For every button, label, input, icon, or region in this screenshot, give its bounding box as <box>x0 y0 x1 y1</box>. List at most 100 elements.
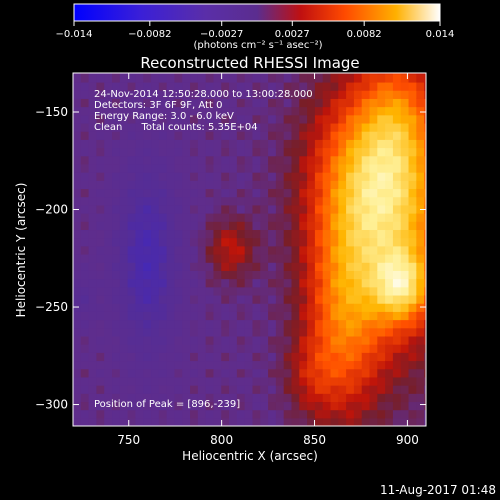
heatmap-cell <box>275 73 285 83</box>
heatmap-cell <box>260 360 269 370</box>
heatmap-cell <box>151 253 160 263</box>
heatmap-cell <box>408 335 417 345</box>
heatmap-cell <box>416 262 425 271</box>
heatmap-cell <box>104 73 113 83</box>
heatmap-cell <box>229 376 238 386</box>
heatmap-cell <box>330 344 339 353</box>
heatmap-cell <box>330 155 339 165</box>
heatmap-cell <box>182 335 191 345</box>
heatmap-cell <box>283 253 293 263</box>
heatmap-cell <box>229 98 238 108</box>
heatmap-cell <box>268 98 277 108</box>
heatmap-cell <box>244 221 254 231</box>
heatmap-cell <box>268 213 277 222</box>
heatmap-cell <box>190 163 199 173</box>
heatmap-cell <box>182 311 191 321</box>
heatmap-cell <box>260 204 269 214</box>
heatmap-cell <box>80 114 90 124</box>
heatmap-cell <box>353 286 363 296</box>
heatmap-cell <box>338 368 347 378</box>
heatmap-cell <box>252 311 261 321</box>
heatmap-cell <box>369 147 378 157</box>
heatmap-cell <box>361 180 371 190</box>
heatmap-cell <box>244 122 254 132</box>
heatmap-cell <box>416 139 425 149</box>
heatmap-cell <box>205 98 215 108</box>
heatmap-cell <box>369 409 378 419</box>
heatmap-cell <box>112 114 121 124</box>
heatmap-cell <box>361 319 371 329</box>
heatmap-cell <box>190 303 199 312</box>
heatmap-cell <box>346 278 355 288</box>
heatmap-cell <box>314 417 324 426</box>
heatmap-cell <box>190 114 199 124</box>
heatmap-cell <box>275 294 285 304</box>
heatmap-cell <box>416 335 425 345</box>
heatmap-cell <box>385 237 394 247</box>
heatmap-cell <box>197 147 207 157</box>
heatmap-cell <box>197 131 207 140</box>
heatmap-cell <box>197 172 207 181</box>
heatmap-cell <box>291 262 300 271</box>
heatmap-cell <box>307 360 316 370</box>
heatmap-cell <box>182 409 191 419</box>
heatmap-cell <box>119 131 129 140</box>
heatmap-cell <box>229 401 238 411</box>
heatmap-cell <box>205 106 215 116</box>
heatmap-cell <box>174 204 183 214</box>
heatmap-cell <box>400 229 410 239</box>
heatmap-cell <box>392 196 402 206</box>
heatmap-cell <box>330 106 339 116</box>
heatmap-cell <box>205 294 215 304</box>
heatmap-cell <box>424 311 426 321</box>
heatmap-cell <box>400 311 410 321</box>
colorbar-tick-label: 0.0027 <box>275 29 310 40</box>
heatmap-cell <box>174 270 183 280</box>
heatmap-cell <box>268 401 277 411</box>
heatmap-cell <box>143 253 152 263</box>
heatmap-cell <box>330 245 339 255</box>
heatmap-cell <box>291 147 300 157</box>
heatmap-cell <box>268 122 277 132</box>
heatmap-cell <box>299 319 308 329</box>
heatmap-cell <box>112 213 121 222</box>
heatmap-cell <box>236 163 246 173</box>
heatmap-cell <box>88 311 98 321</box>
heatmap-cell <box>197 327 207 337</box>
heatmap-cell <box>88 303 98 312</box>
heatmap-cell <box>338 327 347 337</box>
heatmap-cell <box>166 294 176 304</box>
heatmap-cell <box>104 278 113 288</box>
heatmap-cell <box>299 401 308 411</box>
heatmap-cell <box>424 368 426 378</box>
heatmap-cell <box>260 180 269 190</box>
heatmap-cell <box>119 327 129 337</box>
heatmap-cell <box>353 122 363 132</box>
heatmap-cell <box>96 368 105 378</box>
heatmap-cell <box>275 172 285 181</box>
heatmap-cell <box>330 270 339 280</box>
heatmap-cell <box>88 229 98 239</box>
heatmap-cell <box>330 352 339 362</box>
heatmap-cell <box>197 311 207 321</box>
heatmap-cell <box>377 360 386 370</box>
heatmap-cell <box>190 172 199 181</box>
heatmap-cell <box>213 278 222 288</box>
heatmap-cell <box>88 237 98 247</box>
heatmap-cell <box>268 327 277 337</box>
heatmap-cell <box>236 213 246 222</box>
heatmap-cell <box>158 319 168 329</box>
heatmap-cell <box>166 213 176 222</box>
heatmap-cell <box>166 393 176 403</box>
heatmap-cell <box>353 114 363 124</box>
heatmap-cell <box>166 245 176 255</box>
heatmap-cell <box>377 368 386 378</box>
heatmap-cell <box>119 385 129 394</box>
heatmap-cell <box>119 344 129 353</box>
heatmap-cell <box>88 163 98 173</box>
heatmap-cell <box>400 81 410 91</box>
heatmap-cell <box>330 237 339 247</box>
heatmap-cell <box>96 155 105 165</box>
heatmap-cell <box>143 188 152 198</box>
heatmap-cell <box>291 131 300 140</box>
